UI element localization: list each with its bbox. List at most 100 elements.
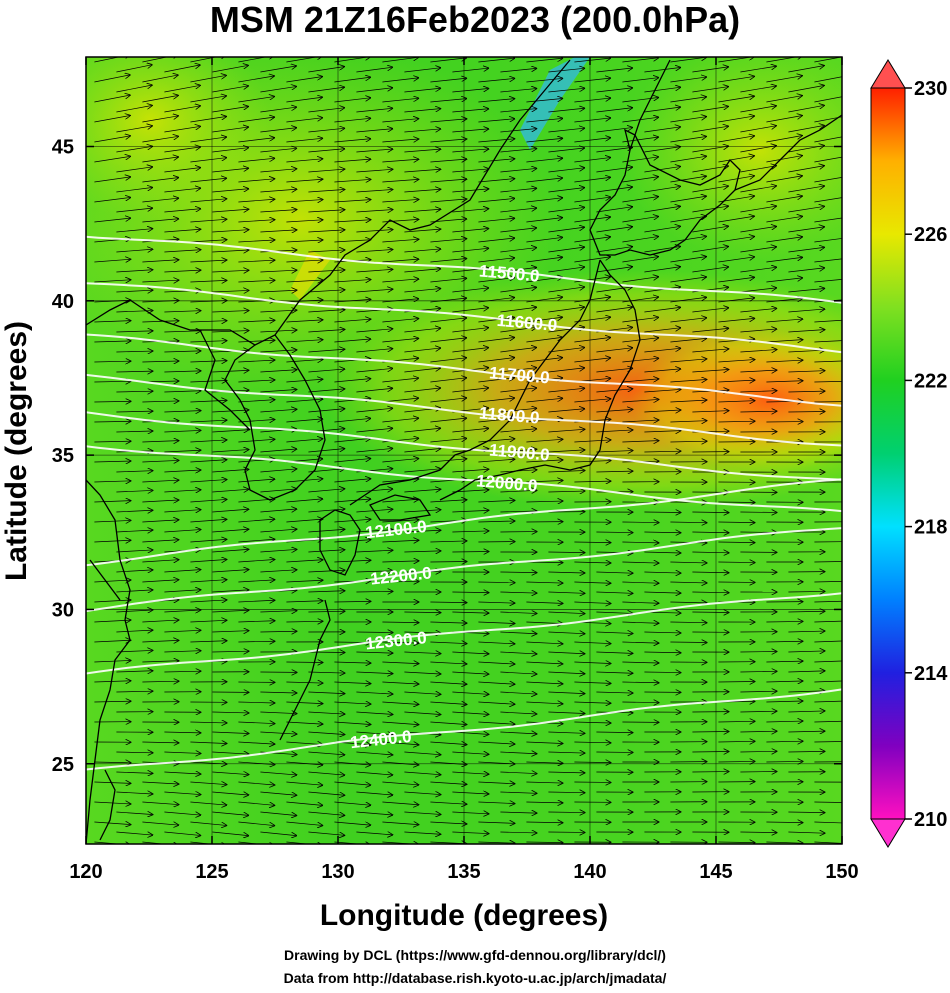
wind-arrow (548, 732, 584, 733)
wind-arrow (718, 522, 754, 523)
wind-arrow (814, 801, 842, 803)
wind-arrow (334, 139, 370, 143)
wind-arrow (548, 612, 584, 614)
wind-arrow (190, 742, 226, 744)
wind-arrow (718, 116, 754, 123)
wind-arrow (190, 240, 226, 242)
wind-arrow (718, 237, 754, 243)
wind-arrow (190, 260, 226, 262)
wind-arrow (404, 368, 440, 373)
credit-drawing: Drawing by DCL (https://www.gfd-dennou.o… (284, 947, 666, 963)
wind-arrow (814, 340, 842, 343)
wind-arrow (788, 66, 823, 73)
wind-arrow (238, 400, 274, 402)
wind-arrow (334, 379, 370, 383)
wind-arrow (788, 731, 824, 732)
wind-arrow (356, 571, 392, 572)
wind-arrow (430, 622, 466, 623)
wind-arrow (404, 792, 440, 795)
wind-arrow (452, 89, 488, 93)
wind-arrow (814, 57, 842, 63)
wind-arrow (382, 842, 418, 844)
wind-arrow (670, 277, 706, 283)
wind-arrow (478, 682, 514, 684)
wind-arrow (94, 441, 130, 442)
wind-arrow (478, 702, 514, 704)
map-figure: 11500.011600.011700.011800.011900.012000… (0, 56, 948, 932)
wind-arrow (766, 641, 802, 642)
wind-arrow (500, 752, 536, 754)
colorbar: 230 226 222 218 214 210 (870, 59, 948, 848)
wind-arrow (382, 418, 418, 423)
wind-arrow (430, 318, 466, 323)
wind-arrow (404, 428, 440, 433)
wind-arrow (692, 370, 728, 372)
wind-arrow (452, 772, 488, 774)
wind-arrow (718, 421, 754, 422)
wind-arrow (334, 179, 370, 182)
wind-arrow (94, 600, 130, 602)
wind-arrow (526, 460, 562, 462)
wind-arrows (94, 57, 842, 844)
wind-arrow (814, 258, 842, 263)
coastlines (86, 59, 842, 844)
wind-arrow (260, 390, 296, 392)
wind-arrow (500, 632, 536, 634)
wind-arrow (526, 118, 562, 123)
wind-arrow (382, 742, 418, 745)
wind-arrow (548, 712, 584, 713)
wind-arrow (670, 236, 706, 243)
wind-arrow (430, 139, 466, 142)
wind-arrow (164, 792, 200, 795)
wind-arrow (142, 560, 178, 562)
wind-arrow (548, 572, 584, 573)
wind-arrow (238, 580, 274, 582)
wind-arrow (212, 712, 248, 713)
wind-arrow (718, 562, 754, 563)
colorbar-label: 230 (914, 78, 947, 100)
wind-arrow (382, 57, 418, 63)
wind-arrow (718, 176, 753, 183)
wind-arrow (238, 360, 274, 362)
wind-arrow (500, 692, 536, 694)
wind-arrow (692, 206, 728, 213)
wind-arrow (286, 340, 322, 342)
wind-arrow (452, 129, 488, 133)
wind-arrow (164, 430, 200, 432)
wind-arrow (382, 98, 418, 103)
wind-arrow (164, 270, 200, 272)
wind-arrow (788, 247, 824, 253)
wind-arrow (286, 781, 322, 785)
wind-arrow (548, 267, 584, 273)
wind-arrow (644, 572, 680, 573)
wind-arrow (670, 522, 706, 523)
wind-arrow (500, 228, 536, 233)
wind-arrow (574, 58, 610, 63)
credit-data: Data from http://database.rish.kyoto-u.a… (283, 970, 667, 986)
wind-arrow (478, 842, 514, 843)
colorbar-label: 210 (914, 809, 947, 831)
wind-arrow (740, 329, 776, 332)
wind-arrow (814, 700, 842, 703)
wind-arrow (670, 297, 706, 303)
wind-arrow (404, 612, 440, 613)
wind-arrow (430, 541, 466, 542)
wind-arrow (478, 258, 514, 263)
wind-arrow (452, 812, 488, 814)
wind-arrow (670, 642, 706, 643)
wind-arrow (718, 277, 754, 283)
wind-arrow (574, 197, 610, 203)
wind-arrow (452, 592, 488, 593)
wind-arrow (334, 601, 370, 602)
wind-arrow (286, 702, 322, 704)
wind-arrow (766, 116, 801, 123)
wind-arrow (814, 561, 842, 563)
wind-arrow (596, 652, 632, 653)
wind-arrow (190, 539, 226, 542)
wind-arrow (164, 610, 200, 612)
wind-arrow (500, 592, 536, 593)
wind-arrow (622, 662, 658, 663)
wind-arrow (478, 218, 514, 223)
wind-arrow (142, 116, 177, 123)
wind-arrow (622, 562, 658, 563)
